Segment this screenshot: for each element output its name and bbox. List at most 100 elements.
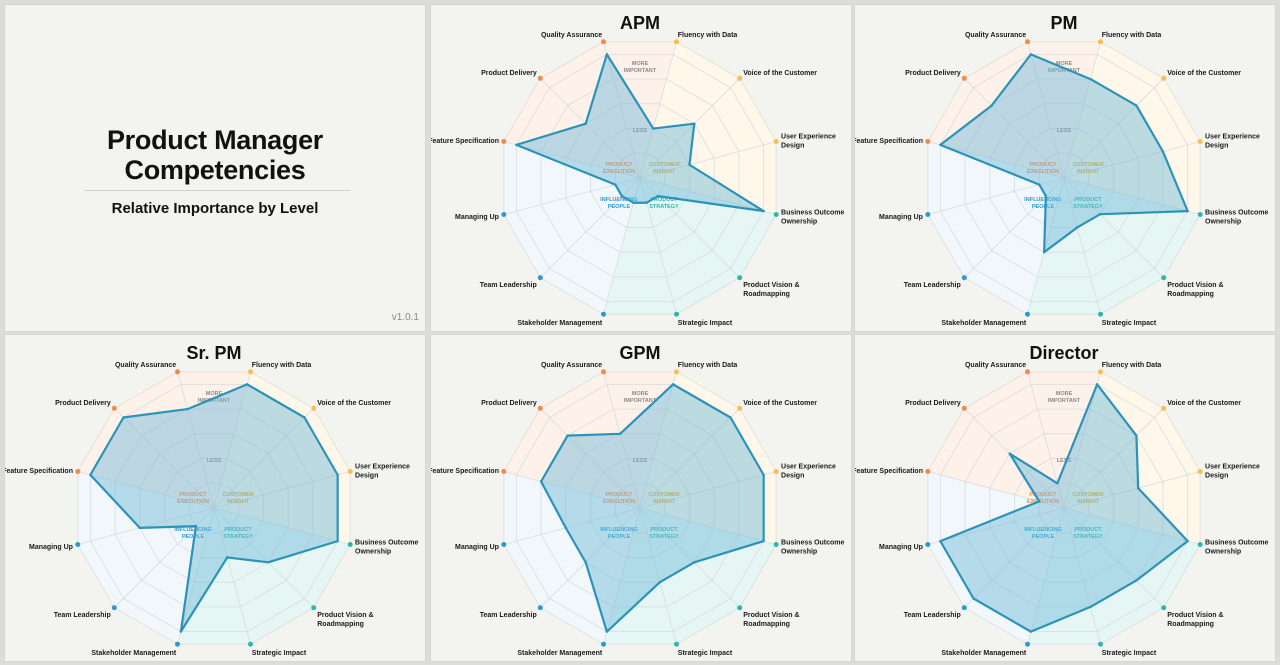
wedge-stakeholder-management (114, 508, 214, 645)
axis-label-product-delivery: Product Delivery (481, 400, 537, 407)
axis-dot (925, 541, 931, 547)
product-execution-label: PRODUCT EXECUTION (603, 162, 635, 175)
axis-label-managing-up: Managing Up (879, 544, 923, 551)
wedge-quality-assurance (1027, 371, 1101, 508)
axis-label-quality-assurance: Quality Assurance (541, 32, 602, 39)
axis-label-stakeholder-management: Stakeholder Management (91, 650, 176, 657)
data-point-quality-assurance (1056, 482, 1059, 485)
data-point-team-leadership (194, 524, 198, 528)
axis-label-voice-of-the-customer: Voice of the Customer (317, 400, 391, 407)
data-point-strategic-impact (645, 201, 648, 204)
data-point-team-leadership (972, 597, 975, 600)
data-point-voice-of-the-customer (693, 122, 696, 125)
wedge-managing-up (77, 471, 214, 545)
grid-spoke (503, 177, 641, 215)
wedge-product-delivery (114, 371, 214, 508)
axis-dot (737, 605, 743, 611)
axis-dot (75, 469, 81, 475)
axis-dot (537, 75, 543, 81)
axis-label-user-experience-design: User Experience Design (781, 464, 836, 480)
wedge-voice-of-the-customer (640, 78, 777, 178)
grid-spoke (213, 371, 251, 509)
wedge-quality-assurance (603, 41, 677, 178)
data-point-user-experience-design (1136, 486, 1140, 490)
axis-dot (961, 405, 967, 411)
data-point-business-outcome-ownership (762, 539, 765, 543)
product-strategy-label: PRODUCT STRATEGY (1073, 197, 1103, 210)
wedge-product-vision-roadmapping (214, 508, 314, 645)
data-point-product-vision-roadmapping (656, 194, 660, 198)
axis-label-fluency-with-data: Fluency with Data (252, 362, 312, 369)
data-point-stakeholder-management (1029, 630, 1033, 633)
wedge-product-vision-roadmapping (640, 178, 740, 315)
data-point-strategic-impact (658, 580, 662, 584)
axis-label-feature-specification: Feature Specification (855, 138, 923, 145)
axis-label-managing-up: Managing Up (455, 214, 499, 221)
wedge-strategic-impact (603, 508, 677, 645)
less-label: LESS (1057, 458, 1072, 464)
axis-dot (1097, 369, 1103, 375)
axis-label-feature-specification: Feature Specification (431, 138, 499, 145)
axis-label-product-delivery: Product Delivery (905, 70, 961, 77)
axis-dot (925, 211, 931, 217)
wedge-stakeholder-management (540, 178, 640, 315)
customer-insight-label: CUSTOMER INSIGHT (222, 492, 253, 505)
grid-spoke (213, 471, 351, 509)
axis-dot (925, 139, 931, 145)
radar-chart: Director MORE IMPORTANT LESS PRODUCT EXECUTIO… (855, 343, 1269, 657)
grid-spoke (964, 507, 1065, 608)
product-strategy-label: PRODUCT STRATEGY (1073, 527, 1103, 540)
chart-panel-pm: PM MORE IMPORTANT LESS PRODUCT EXECUTION CUSTO… (854, 4, 1276, 332)
data-point-stakeholder-management (605, 630, 609, 633)
data-point-user-experience-design (762, 473, 765, 477)
data-point-feature-specification (89, 473, 92, 477)
product-execution-label: PRODUCT EXECUTION (1027, 492, 1059, 505)
chart-title: PM (1051, 13, 1078, 33)
grid-spoke (503, 471, 641, 509)
wedge-product-delivery (540, 371, 640, 508)
less-label: LESS (633, 128, 648, 134)
axis-dot (1197, 469, 1203, 475)
grid-spoke (1063, 177, 1101, 315)
data-point-fluency-with-data (671, 383, 675, 386)
axis-dot (673, 369, 679, 375)
title-panel: Product Manager Competencies Relative Im… (4, 4, 426, 332)
grid-spoke (1063, 177, 1201, 215)
grid-spoke (177, 371, 215, 509)
axis-dot (961, 605, 967, 611)
wedge-fluency-with-data (640, 41, 740, 178)
axis-label-strategic-impact: Strategic Impact (678, 650, 733, 657)
grid-spoke (603, 371, 641, 509)
data-point-managing-up (564, 526, 568, 530)
data-point-team-leadership (584, 561, 587, 564)
axis-label-business-outcome-ownership: Business Outcome Ownership (355, 539, 419, 555)
grid-spoke (964, 177, 1065, 278)
wedge-product-delivery (964, 41, 1064, 178)
grid-spoke (540, 177, 641, 278)
axis-label-fluency-with-data: Fluency with Data (678, 32, 738, 39)
grid-spoke (1063, 507, 1164, 608)
grid-spoke (964, 78, 1065, 179)
axis-label-product-delivery: Product Delivery (481, 70, 537, 77)
customer-insight-label: CUSTOMER INSIGHT (1072, 162, 1103, 175)
less-label: LESS (1057, 128, 1072, 134)
grid-spoke (603, 41, 641, 179)
axis-label-strategic-impact: Strategic Impact (678, 320, 733, 327)
grid-spoke (503, 507, 641, 545)
grid-spoke (1027, 507, 1065, 645)
axis-dot (773, 211, 779, 217)
axis-dot (111, 405, 117, 411)
axis-label-product-vision-roadmapping: Product Vision & Roadmapping (743, 282, 799, 298)
chart-panel-director: Director MORE IMPORTANT LESS PRODUCT EXECUTIO… (854, 334, 1276, 662)
wedge-strategic-impact (177, 508, 251, 645)
data-point-product-vision-roadmapping (267, 561, 270, 564)
grid-spoke (639, 507, 740, 608)
grid-spoke (639, 41, 677, 179)
data-point-product-delivery (122, 416, 125, 419)
grid-spoke (1063, 78, 1164, 179)
axis-dot (1025, 311, 1031, 317)
axis-dot (175, 641, 181, 647)
axis-label-stakeholder-management: Stakeholder Management (941, 320, 1026, 327)
axis-label-team-leadership: Team Leadership (480, 612, 537, 619)
axis-dot (537, 605, 543, 611)
